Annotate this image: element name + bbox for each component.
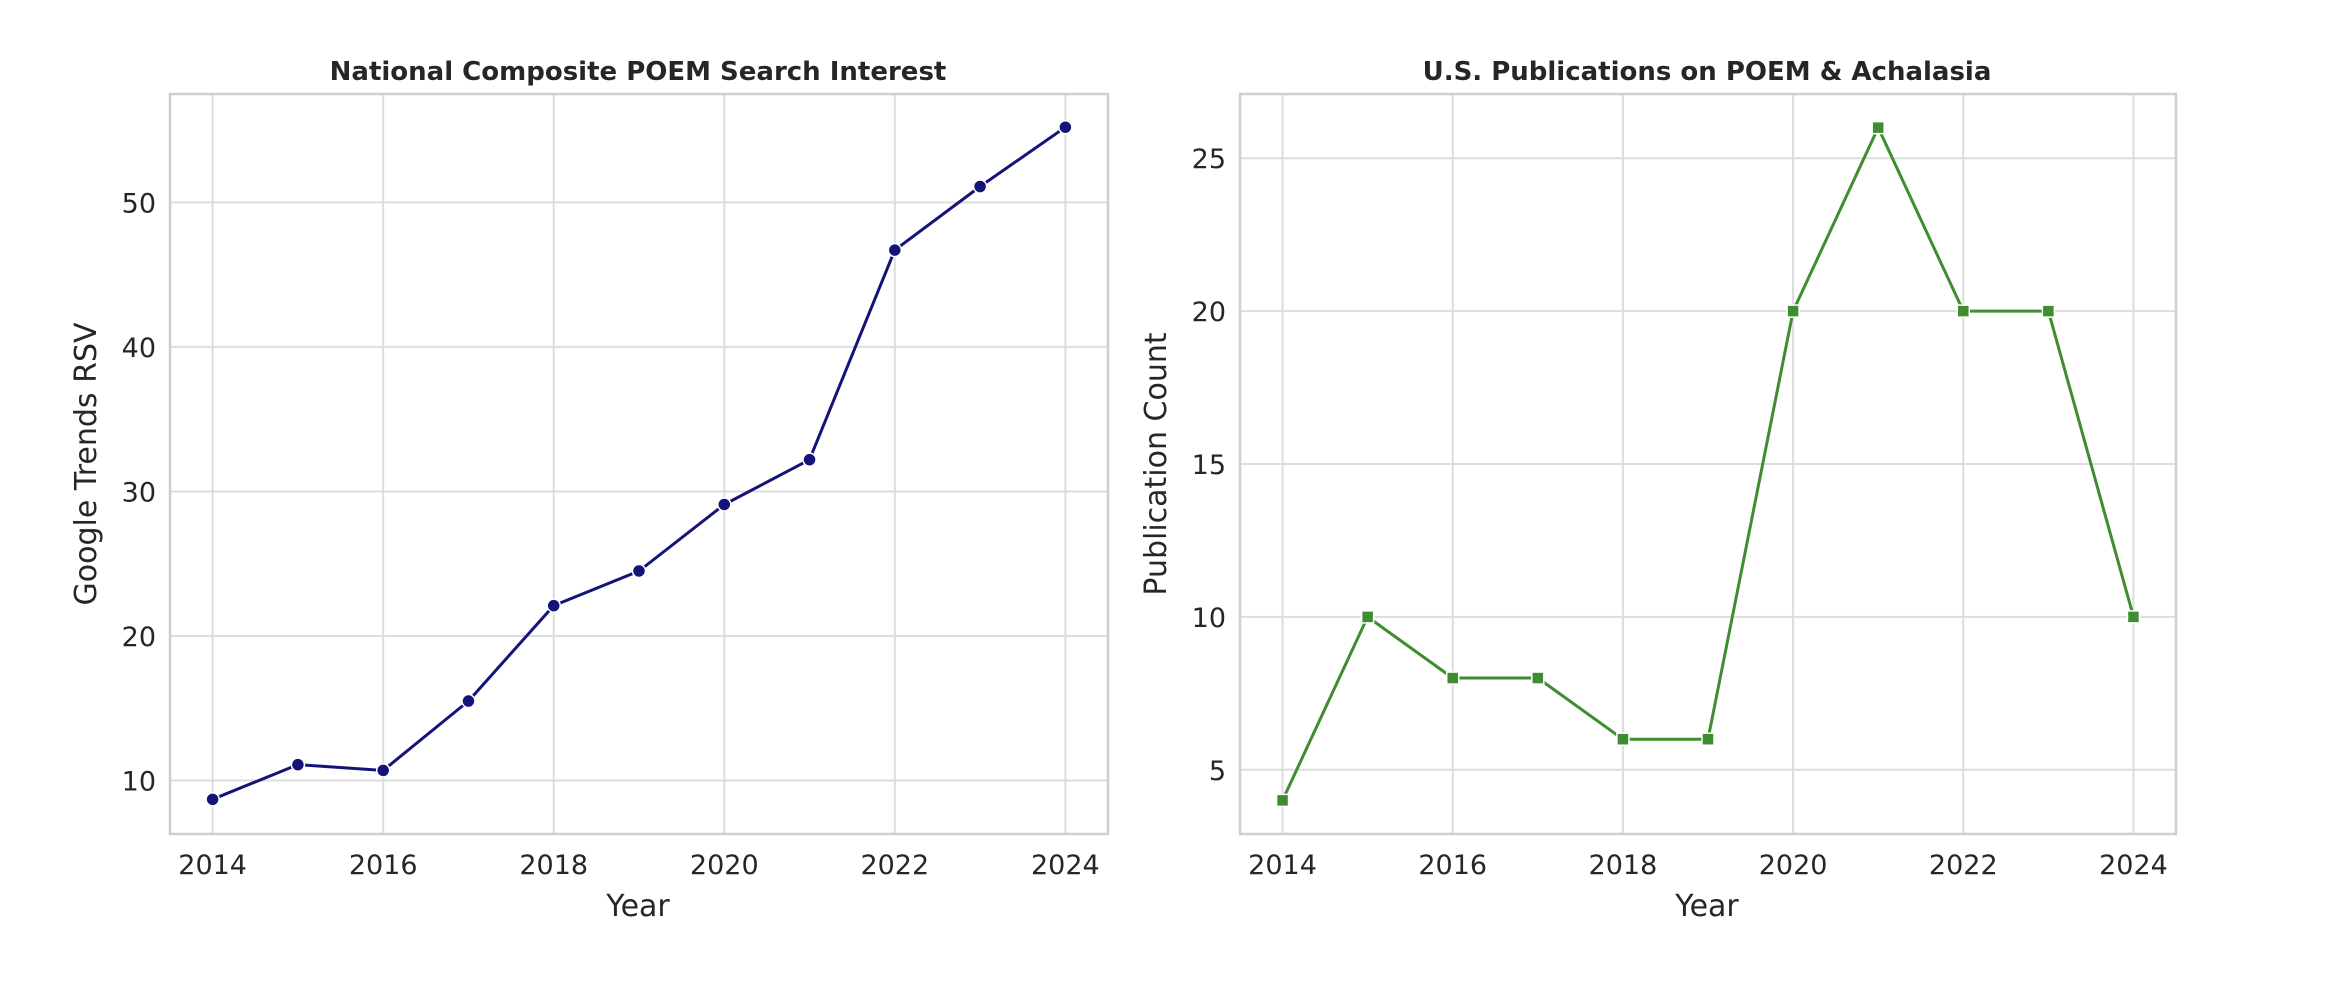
y-tick-label: 20 bbox=[122, 622, 156, 653]
data-point bbox=[1445, 671, 1460, 685]
series-layer bbox=[1275, 120, 2141, 808]
x-tick-label: 2018 bbox=[1589, 850, 1658, 881]
x-tick-label: 2016 bbox=[1418, 850, 1487, 881]
y-tick-label: 10 bbox=[122, 767, 156, 798]
data-point bbox=[1275, 793, 1290, 808]
data-point bbox=[1360, 610, 1375, 624]
series-layer bbox=[205, 119, 1073, 807]
y-ticks: 10 20 30 40 50 bbox=[122, 188, 156, 797]
x-tick-label: 2024 bbox=[1031, 850, 1100, 881]
y-tick-label: 20 bbox=[1192, 297, 1226, 328]
x-ticks: 2014 2016 2018 2020 2022 2024 bbox=[1248, 850, 2168, 881]
data-point bbox=[1786, 304, 1800, 318]
data-point bbox=[1956, 304, 1971, 318]
y-tick-label: 25 bbox=[1192, 144, 1226, 175]
data-point bbox=[546, 598, 561, 613]
data-point bbox=[290, 757, 306, 772]
plot-area bbox=[1238, 92, 2178, 836]
y-tick-label: 30 bbox=[122, 477, 156, 508]
data-point bbox=[1616, 732, 1630, 746]
data-point bbox=[972, 179, 988, 194]
y-tick-label: 50 bbox=[122, 188, 156, 219]
data-point bbox=[1531, 671, 1545, 685]
x-ticks: 2014 2016 2018 2020 2022 2024 bbox=[178, 850, 1099, 881]
y-grid bbox=[170, 201, 1108, 782]
data-point bbox=[1871, 120, 1885, 135]
x-tick-label: 2024 bbox=[2099, 850, 2168, 881]
y-ticks: 5 10 15 20 25 bbox=[1192, 144, 1226, 787]
x-grid bbox=[211, 94, 1067, 834]
data-point bbox=[887, 242, 903, 258]
data-point bbox=[375, 763, 391, 778]
data-point bbox=[1058, 119, 1073, 135]
data-point bbox=[2126, 610, 2141, 624]
y-tick-label: 5 bbox=[1209, 756, 1226, 787]
y-tick-label: 40 bbox=[122, 333, 156, 364]
x-tick-label: 2014 bbox=[178, 850, 247, 881]
data-point bbox=[1701, 732, 1715, 746]
y-tick-label: 10 bbox=[1192, 603, 1226, 634]
y-axis-label: Google Trends RSV bbox=[69, 322, 104, 605]
chart-title: National Composite POEM Search Interest bbox=[330, 57, 947, 87]
chart-publications: U.S. Publications on POEM & Achalasia 5 1… bbox=[1139, 57, 2178, 924]
y-axis-label: Publication Count bbox=[1139, 332, 1174, 595]
x-grid bbox=[1281, 94, 2135, 834]
x-axis-label: Year bbox=[605, 889, 670, 924]
data-point bbox=[631, 563, 647, 579]
x-axis-label: Year bbox=[1674, 889, 1739, 924]
data-point bbox=[2041, 304, 2056, 318]
chart-search-interest: National Composite POEM Search Interest … bbox=[69, 57, 1110, 924]
x-tick-label: 2022 bbox=[860, 850, 929, 881]
x-tick-label: 2016 bbox=[349, 850, 418, 881]
x-tick-label: 2018 bbox=[519, 850, 588, 881]
plot-area bbox=[168, 92, 1110, 836]
y-tick-label: 15 bbox=[1192, 450, 1226, 481]
data-point bbox=[205, 792, 220, 807]
x-tick-label: 2014 bbox=[1248, 850, 1317, 881]
x-tick-label: 2020 bbox=[1759, 850, 1828, 881]
chart-title: U.S. Publications on POEM & Achalasia bbox=[1423, 57, 1992, 87]
x-tick-label: 2022 bbox=[1929, 850, 1998, 881]
x-tick-label: 2020 bbox=[690, 850, 759, 881]
data-point bbox=[802, 452, 817, 467]
data-point bbox=[461, 693, 476, 709]
data-point bbox=[717, 497, 732, 512]
